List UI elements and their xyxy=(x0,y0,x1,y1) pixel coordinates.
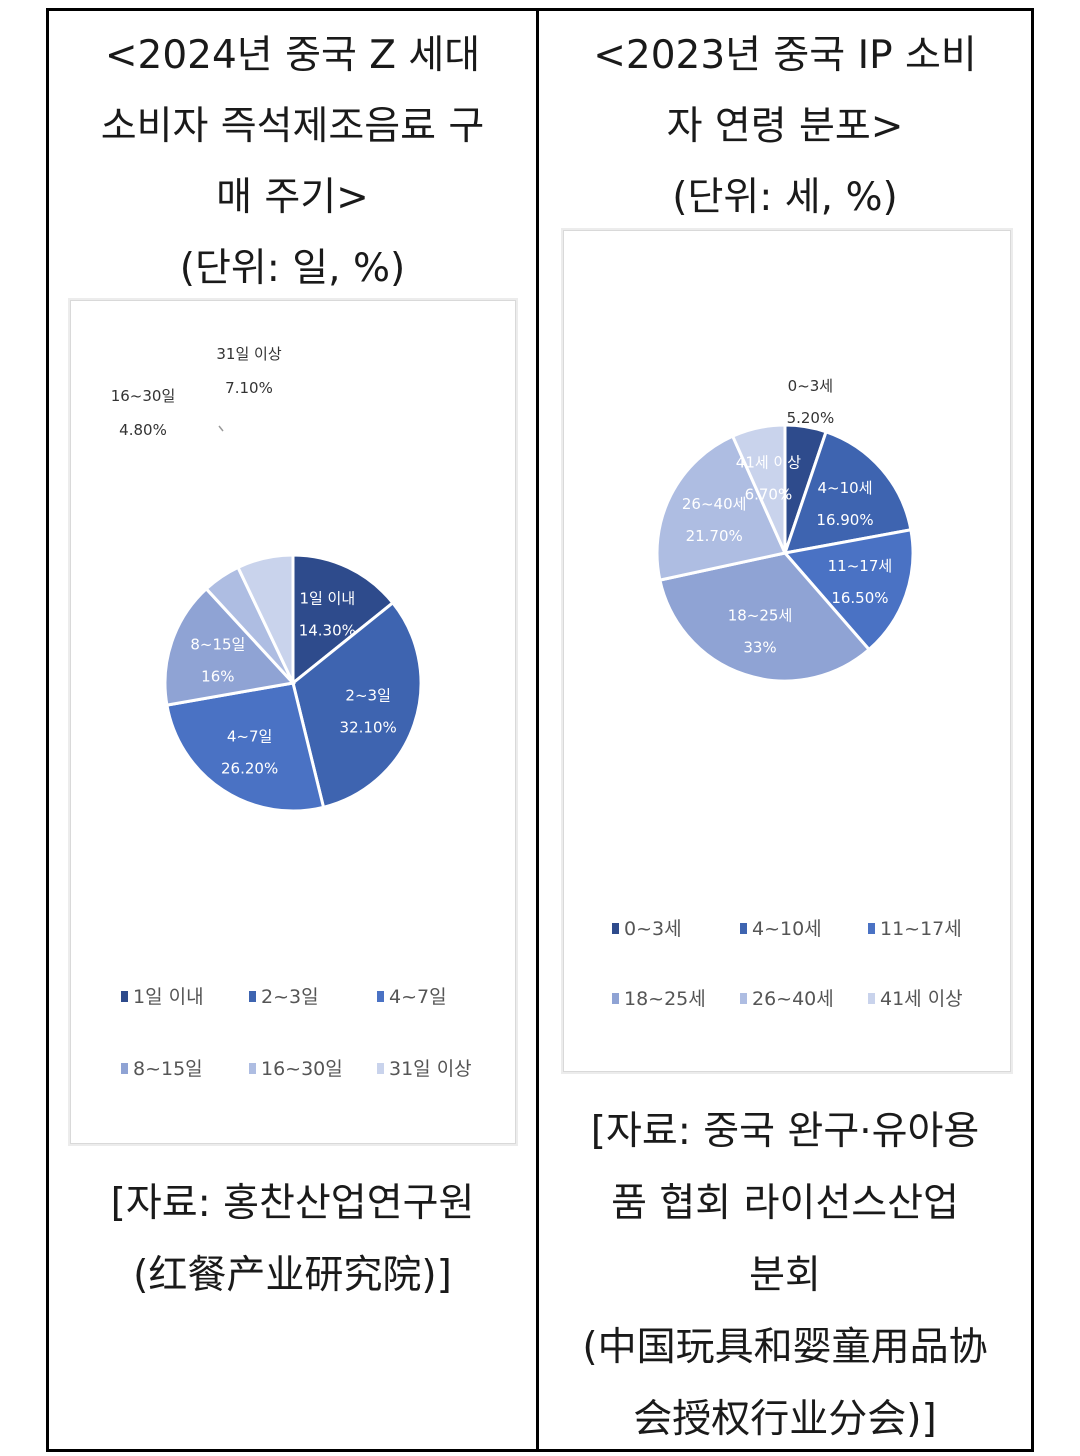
legend-swatch xyxy=(868,993,875,1004)
legend-swatch xyxy=(612,993,619,1004)
left-chart-title: <2024년 중국 Z 세대 소비자 즉석제조음료 구 매 주기> (단위: 일… xyxy=(100,33,485,291)
legend-label: 4~10세 xyxy=(752,918,822,940)
slice-value-label: 5.20% xyxy=(787,409,835,427)
slice-value-label: 7.10% xyxy=(225,379,273,397)
left-chart-box: 1일 이내 14.30% 2~3일 32.10% 4~7일 26.20% 8~15일 16% 1… xyxy=(70,300,516,1144)
pie-slice xyxy=(730,423,787,554)
slice-category-label: 0~3세 xyxy=(788,377,833,395)
pie-slice xyxy=(165,681,326,813)
slice-category-label: 1일 이내 xyxy=(299,589,355,607)
slice-value-label: 16.90% xyxy=(816,511,873,529)
slice-value-label: 26.20% xyxy=(221,759,278,777)
legend-label: 8~15일 xyxy=(133,1058,203,1080)
pie-slice xyxy=(658,551,872,683)
legend-label: 0~3세 xyxy=(624,918,682,940)
slice-category-label: 2~3일 xyxy=(345,686,390,704)
right-panel: <2023년 중국 IP 소비 자 연령 분포> (단위: 세, %) 0~3세… xyxy=(539,8,1031,1452)
slice-category-label: 8~15일 xyxy=(190,636,245,654)
legend-label: 2~3일 xyxy=(261,986,319,1008)
pie-slice xyxy=(163,586,296,707)
legend-label: 11~17세 xyxy=(880,918,962,940)
column-divider xyxy=(536,8,539,1452)
pie-slice xyxy=(291,600,423,810)
slice-value-label: 33% xyxy=(743,638,776,656)
pie-slice xyxy=(655,434,788,582)
legend-swatch xyxy=(377,991,384,1002)
slice-category-label: 11~17세 xyxy=(828,557,893,575)
slice-category-label: 31일 이상 xyxy=(216,345,281,363)
purchase-cycle-pie-chart: 1일 이내 14.30% 2~3일 32.10% 4~7일 26.20% 8~15일 16% 1… xyxy=(111,345,472,1080)
legend-label: 31일 이상 xyxy=(389,1058,472,1080)
legend-swatch xyxy=(868,923,875,934)
legend-swatch xyxy=(740,993,747,1004)
right-chart-box: 0~3세 5.20% 4~10세 16.90% 11~17세 16.50% 18~25세 33… xyxy=(563,230,1011,1072)
pie-slice xyxy=(291,553,395,687)
legend-label: 41세 이상 xyxy=(880,988,963,1010)
slice-category-label: 4~7일 xyxy=(227,727,272,745)
pie-slice xyxy=(782,429,913,555)
legend-label: 16~30일 xyxy=(261,1058,343,1080)
left-source: [자료: 홍찬산업연구원 (红餐产业研究院)] xyxy=(110,1181,475,1298)
legend-swatch xyxy=(249,991,256,1002)
legend-label: 26~40세 xyxy=(752,988,834,1010)
legend-swatch xyxy=(740,923,747,934)
ip-age-pie-chart: 0~3세 5.20% 4~10세 16.90% 11~17세 16.50% 18~25세 33… xyxy=(612,377,963,1010)
slice-category-label: 26~40세 xyxy=(682,495,747,513)
slice-value-label: 16.50% xyxy=(831,589,888,607)
legend-swatch xyxy=(121,991,128,1002)
slice-category-label: 4~10세 xyxy=(818,479,873,497)
right-chart-title: <2023년 중국 IP 소비 자 연령 분포> (단위: 세, %) xyxy=(593,33,977,220)
table-frame xyxy=(46,8,1034,1452)
right-source: [자료: 중국 완구·유아용 품 협회 라이선스산업 분회 (中国玩具和婴童用品… xyxy=(582,1109,988,1442)
slice-value-label: 16% xyxy=(201,668,234,686)
slice-value-label: 4.80% xyxy=(119,421,167,439)
left-panel: <2024년 중국 Z 세대 소비자 즉석제조음료 구 매 주기> (단위: 일… xyxy=(49,8,536,1452)
pie-slice xyxy=(236,553,295,684)
slice-category-label: 18~25세 xyxy=(728,606,793,624)
legend-swatch xyxy=(377,1063,384,1074)
legend-label: 4~7일 xyxy=(389,986,447,1008)
slice-value-label: 6.70% xyxy=(745,485,793,503)
legend-label: 1일 이내 xyxy=(133,986,204,1008)
pie-slice xyxy=(782,528,915,652)
slice-category-label: 16~30일 xyxy=(111,387,176,405)
slice-value-label: 21.70% xyxy=(686,527,743,545)
leader-line xyxy=(218,425,224,432)
slice-value-label: 14.30% xyxy=(299,621,356,639)
legend-label: 18~25세 xyxy=(624,988,706,1010)
legend-swatch xyxy=(612,923,619,934)
slice-category-label: 41세 이상 xyxy=(736,453,801,471)
legend-swatch xyxy=(249,1063,256,1074)
slice-value-label: 32.10% xyxy=(340,718,397,736)
legend-swatch xyxy=(121,1063,128,1074)
